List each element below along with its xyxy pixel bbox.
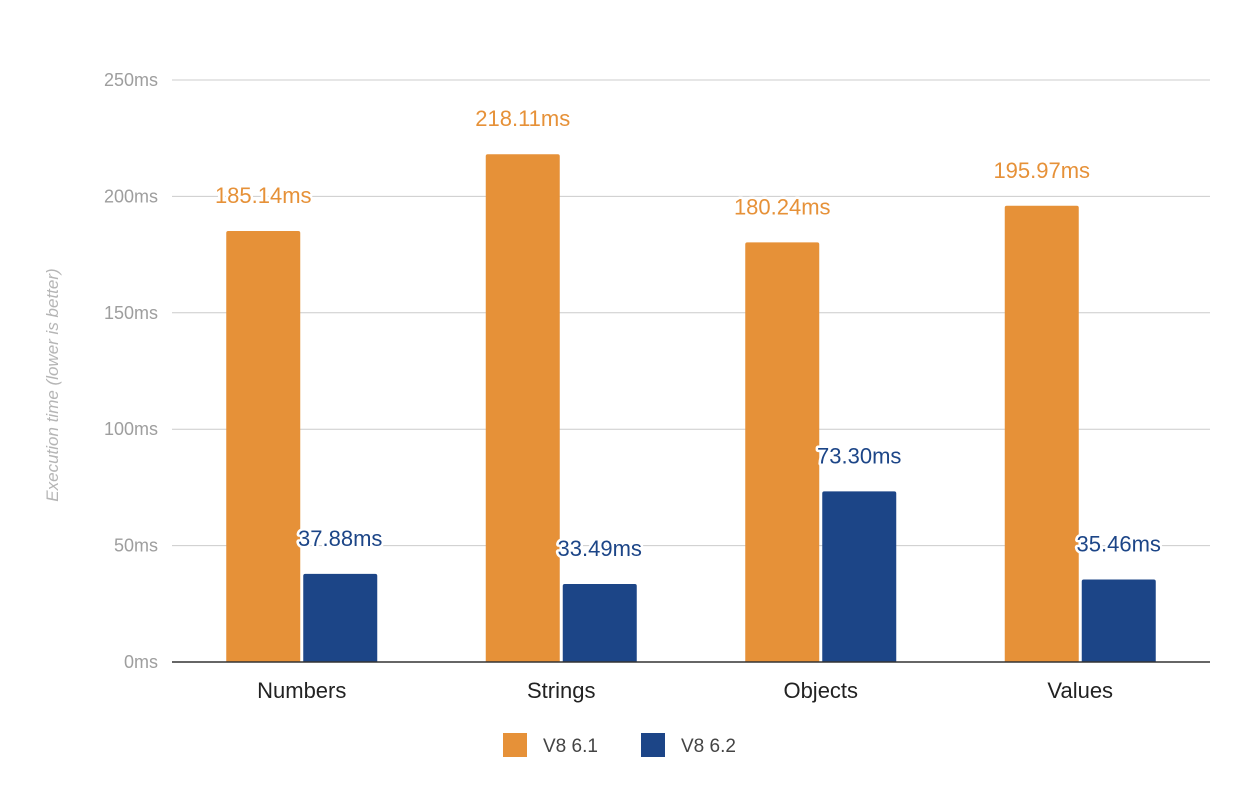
y-axis-label: Execution time (lower is better): [43, 268, 62, 501]
y-tick-label: 0ms: [124, 652, 158, 672]
x-tick-label: Strings: [527, 678, 595, 703]
y-axis-ticks: 0ms 50ms 100ms 150ms 200ms 250ms: [104, 70, 158, 672]
bar-v8-6-1-objects: [745, 242, 820, 662]
bar-v8-6-2-strings: [562, 584, 637, 662]
data-labels: 185.14ms 37.88ms 218.11ms 33.49ms 180.24ms 73…: [212, 104, 1163, 564]
data-label: 35.46ms: [1077, 531, 1161, 556]
bar-v8-6-2-values: [1081, 579, 1156, 662]
x-tick-label: Objects: [783, 678, 858, 703]
bar-v8-6-1-strings: [485, 154, 560, 662]
y-tick-label: 150ms: [104, 303, 158, 323]
x-tick-label: Values: [1047, 678, 1113, 703]
bar-v8-6-2-numbers: [303, 573, 378, 662]
x-tick-label: Numbers: [257, 678, 346, 703]
legend-item: V8 6.2: [641, 733, 736, 757]
data-label: 73.30ms: [817, 443, 901, 468]
legend-swatch: [503, 733, 527, 757]
bars: [226, 154, 1156, 662]
data-label: 195.97ms: [993, 158, 1090, 183]
bar-v8-6-2-objects: [822, 491, 897, 662]
data-label: 185.14ms: [215, 183, 312, 208]
bar-v8-6-1-numbers: [226, 230, 301, 662]
legend: V8 6.1 V8 6.2: [503, 733, 736, 757]
legend-item: V8 6.1: [503, 733, 598, 757]
y-tick-label: 200ms: [104, 186, 158, 206]
bar-v8-6-1-values: [1004, 205, 1079, 662]
legend-swatch: [641, 733, 665, 757]
data-label: 180.24ms: [734, 194, 831, 219]
data-label: 37.88ms: [298, 526, 382, 551]
data-label: 218.11ms: [475, 106, 570, 131]
x-axis-ticks: Numbers Strings Objects Values: [257, 678, 1113, 703]
data-label: 33.49ms: [558, 536, 642, 561]
legend-label: V8 6.1: [543, 736, 598, 757]
y-tick-label: 250ms: [104, 70, 158, 90]
legend-label: V8 6.2: [681, 736, 736, 757]
y-tick-label: 100ms: [104, 419, 158, 439]
y-tick-label: 50ms: [114, 536, 158, 556]
